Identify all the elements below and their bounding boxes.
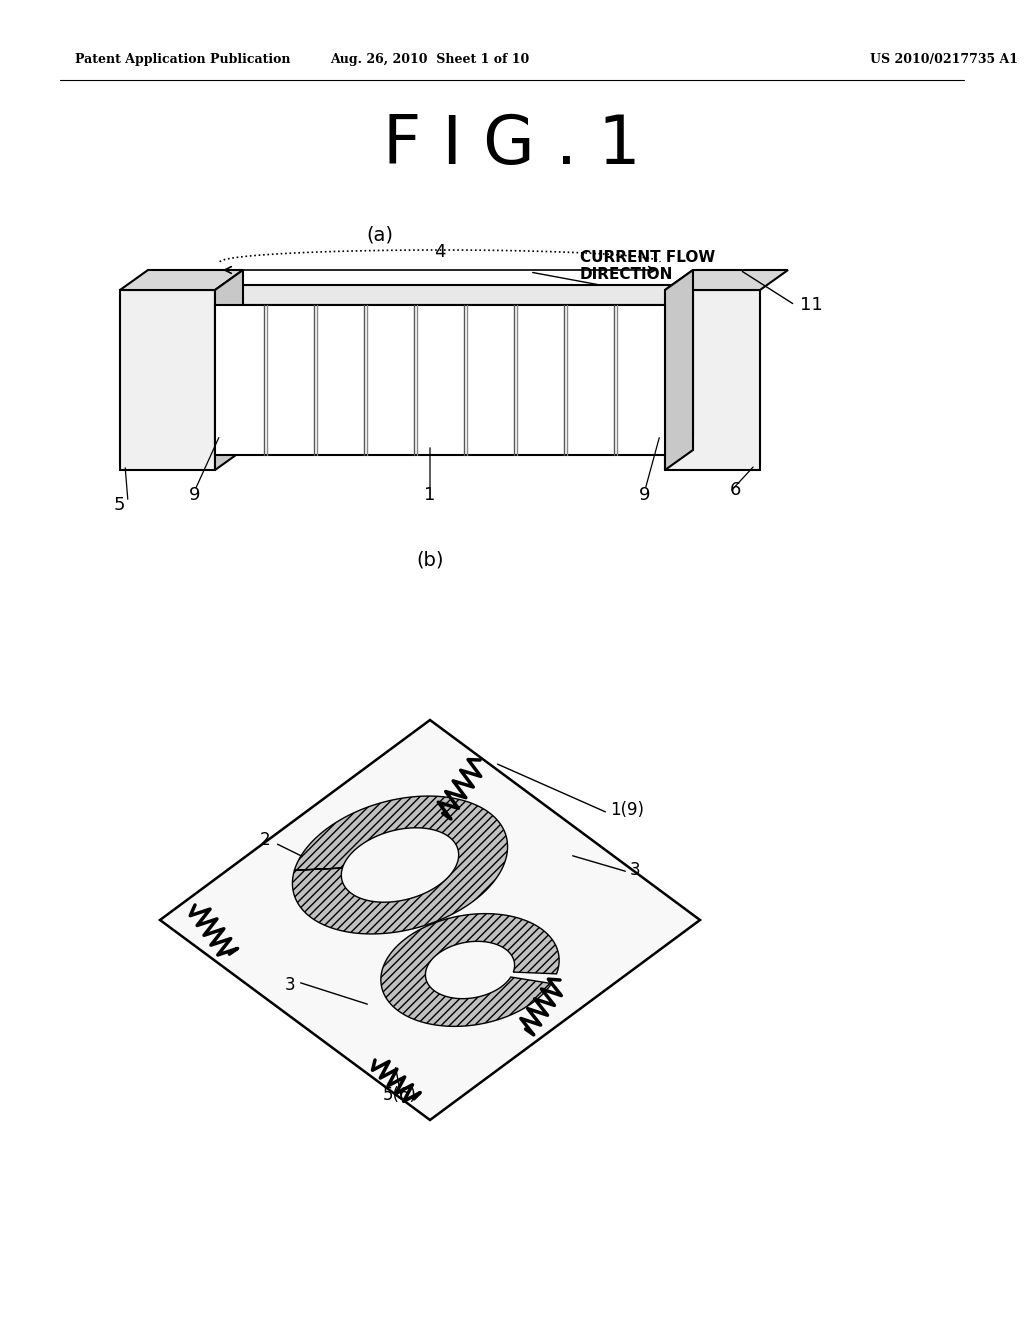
Polygon shape: [381, 913, 559, 1027]
Polygon shape: [160, 719, 700, 1119]
Polygon shape: [665, 271, 788, 290]
Text: (b): (b): [416, 550, 443, 569]
Text: 2: 2: [259, 832, 270, 849]
Text: 4: 4: [434, 243, 445, 261]
Text: 11: 11: [800, 296, 822, 314]
Polygon shape: [293, 796, 508, 935]
Text: 5: 5: [114, 496, 125, 513]
Text: 9: 9: [189, 486, 201, 504]
Text: 5(6): 5(6): [383, 1086, 417, 1104]
Text: 1(9): 1(9): [610, 801, 644, 818]
Polygon shape: [120, 271, 243, 290]
Polygon shape: [665, 290, 760, 470]
Text: 9: 9: [639, 486, 650, 504]
Polygon shape: [120, 290, 215, 470]
Polygon shape: [215, 285, 693, 305]
Text: Patent Application Publication: Patent Application Publication: [75, 54, 291, 66]
Text: 3: 3: [285, 975, 295, 994]
Text: US 2010/0217735 A1: US 2010/0217735 A1: [870, 54, 1018, 66]
Polygon shape: [665, 285, 693, 455]
Text: 1: 1: [424, 486, 435, 504]
Polygon shape: [665, 271, 693, 470]
Polygon shape: [215, 271, 243, 470]
Text: 3: 3: [630, 861, 641, 879]
Text: CURRENT FLOW
DIRECTION: CURRENT FLOW DIRECTION: [580, 249, 715, 282]
Polygon shape: [215, 305, 665, 455]
Text: 6: 6: [730, 480, 741, 499]
Text: (a): (a): [367, 226, 393, 244]
Text: Aug. 26, 2010  Sheet 1 of 10: Aug. 26, 2010 Sheet 1 of 10: [331, 54, 529, 66]
Text: F I G . 1: F I G . 1: [383, 112, 641, 178]
